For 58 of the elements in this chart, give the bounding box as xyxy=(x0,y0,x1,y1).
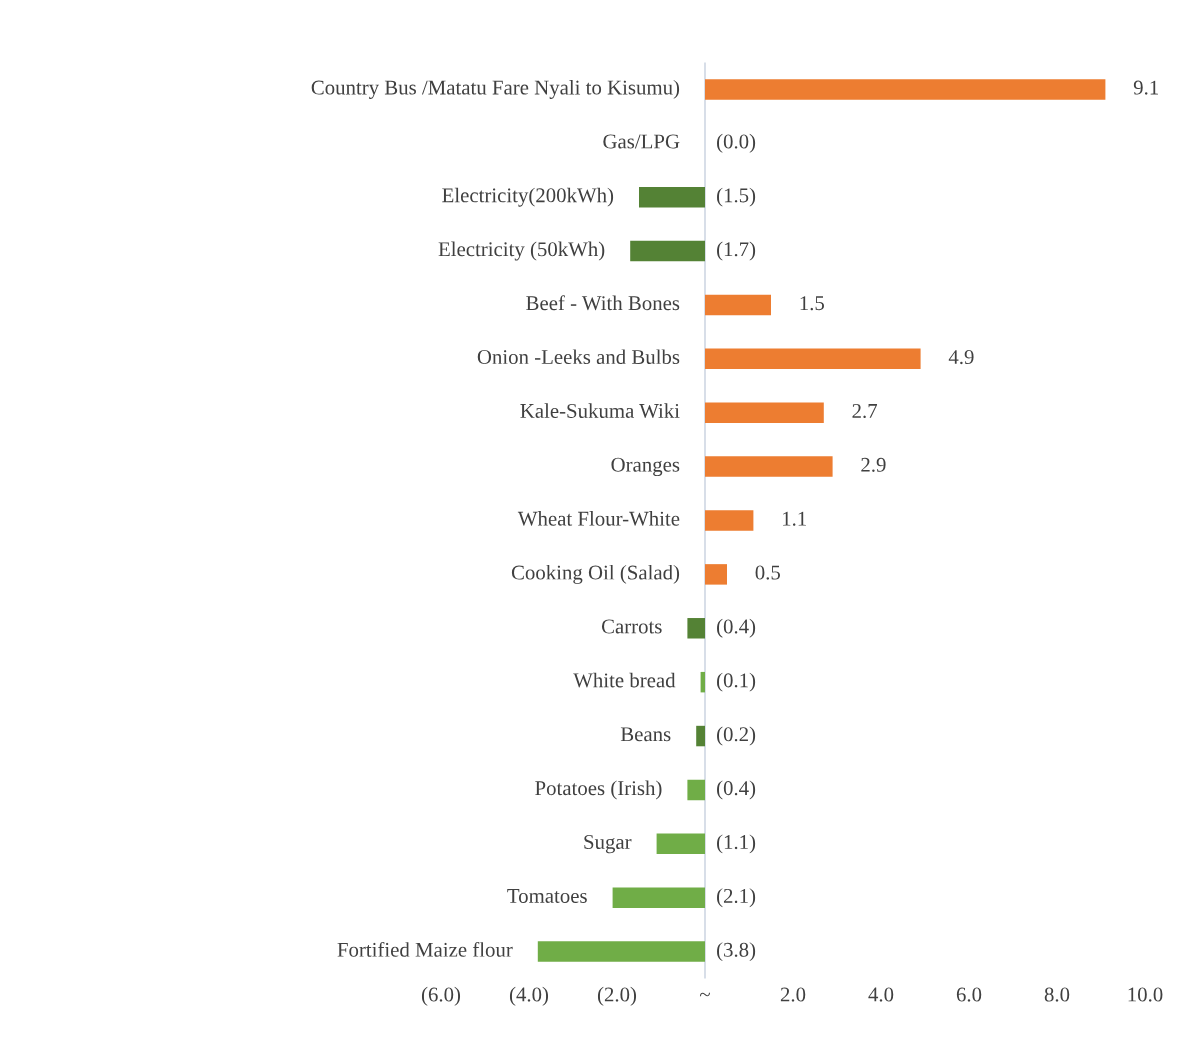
data-label: 2.7 xyxy=(852,403,878,419)
data-label: (0.1) xyxy=(717,672,756,692)
x-tick-label: 4.0 xyxy=(868,987,894,1002)
x-tick-label: (6.0) xyxy=(421,986,461,1006)
data-label: (0.4) xyxy=(717,780,756,800)
bar xyxy=(612,887,705,908)
y-tick-label: Sugar xyxy=(584,834,632,854)
data-label: (0.2) xyxy=(717,726,756,746)
x-tick-label: 10.0 xyxy=(1128,987,1163,1002)
bar xyxy=(639,186,705,208)
bar xyxy=(705,510,754,531)
data-label: (1.7) xyxy=(717,241,756,261)
data-label: (1.5) xyxy=(717,187,756,207)
y-tick-label: Gas/LPG xyxy=(603,134,680,149)
y-tick-label: Tomatoes xyxy=(507,889,587,903)
x-tick-label: 6.0 xyxy=(956,987,982,1002)
bar xyxy=(705,564,727,585)
bar xyxy=(705,348,921,370)
bar xyxy=(687,779,705,801)
x-tick-label: ~ xyxy=(699,992,711,997)
bar xyxy=(705,294,771,316)
data-label: (2.1) xyxy=(717,888,756,908)
y-tick-label: Beef - With Bones xyxy=(526,295,680,311)
bar xyxy=(687,618,705,639)
y-tick-label: Fortified Maize flour xyxy=(337,941,513,957)
bar xyxy=(656,833,705,855)
x-tick-label: (2.0) xyxy=(597,986,637,1006)
bar xyxy=(705,402,824,423)
data-label: (0.0) xyxy=(717,133,756,153)
bar xyxy=(537,941,705,962)
y-tick-label: Wheat Flour-White xyxy=(517,511,680,526)
bar xyxy=(630,240,705,262)
data-label: 1.5 xyxy=(800,296,825,311)
y-tick-label: Potatoes (Irish) xyxy=(535,780,662,800)
x-tick-label: 8.0 xyxy=(1044,987,1070,1002)
y-tick-label: Electricity (50kWh) xyxy=(438,241,605,261)
x-tick-label: (4.0) xyxy=(509,986,549,1006)
data-label: 2.9 xyxy=(861,457,886,472)
data-label: (1.1) xyxy=(717,834,756,854)
y-tick-label: Electricity(200kWh) xyxy=(442,187,614,207)
data-label: (0.4) xyxy=(717,618,756,638)
bar xyxy=(705,456,833,477)
y-tick-label: Carrots xyxy=(601,619,662,634)
data-label: 4.9 xyxy=(948,350,974,365)
y-tick-label: Country Bus /Matatu Fare Nyali to Kisumu) xyxy=(311,79,680,99)
data-label: 0.5 xyxy=(755,565,781,580)
y-tick-label: Beans xyxy=(620,727,671,742)
y-tick-label: Onion -Leeks and Bulbs xyxy=(477,349,680,365)
y-tick-label: Oranges xyxy=(611,457,680,477)
data-label: 1.1 xyxy=(783,511,806,526)
bar xyxy=(705,79,1106,100)
y-tick-label: Cooking Oil (Salad) xyxy=(511,564,680,584)
data-label: 9.1 xyxy=(1133,80,1158,95)
x-tick-label: 2.0 xyxy=(780,987,806,1002)
y-tick-label: White bread xyxy=(573,672,676,688)
bar xyxy=(696,725,705,747)
y-tick-label: Kale-Sukuma Wiki xyxy=(520,403,680,419)
data-label: (3.8) xyxy=(717,942,756,962)
